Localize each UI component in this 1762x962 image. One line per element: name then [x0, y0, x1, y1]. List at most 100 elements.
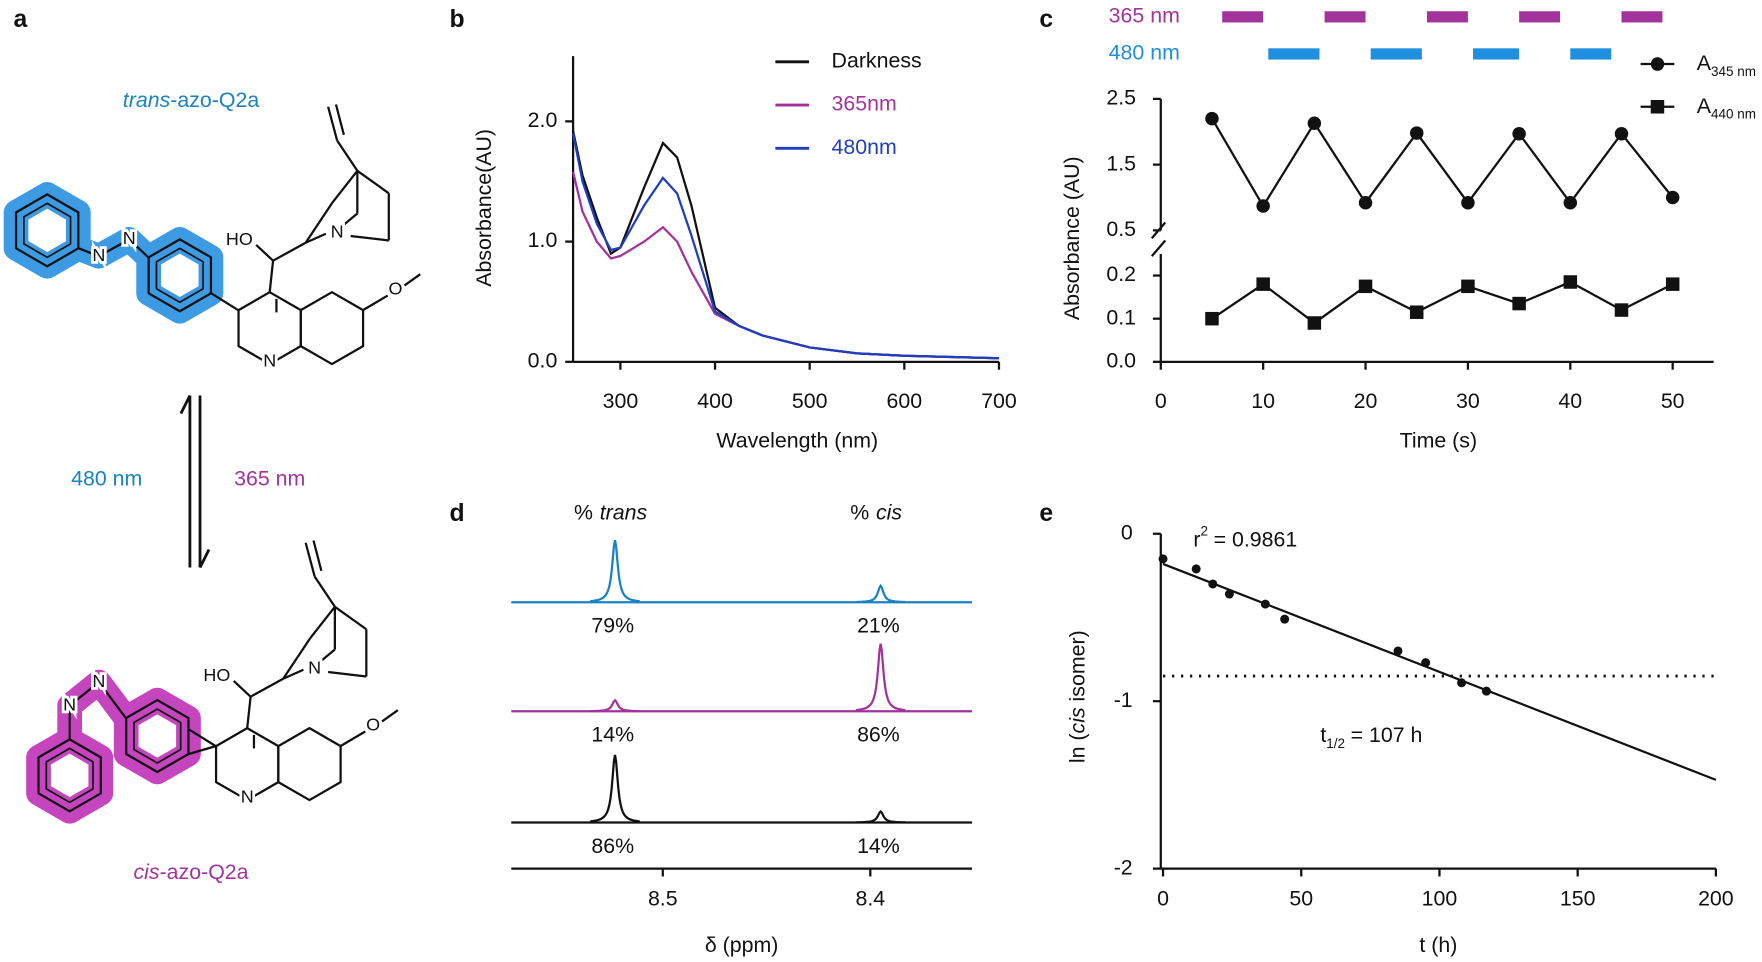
x-tick-label: 10: [1251, 389, 1275, 413]
y-tick-label: 0.0: [1106, 348, 1136, 372]
series-line: [1211, 280, 1674, 325]
annotation-base: t: [1320, 723, 1326, 747]
bond: [334, 104, 345, 136]
data-point: [1158, 554, 1168, 564]
data-point: [1205, 111, 1219, 126]
bond: [320, 648, 336, 662]
annotation: t1/2 = 107 h: [1320, 723, 1422, 751]
peak-header: % trans: [574, 500, 648, 524]
bond: [327, 670, 367, 678]
bond: [313, 575, 336, 608]
data-point: [1421, 658, 1431, 668]
bond: [331, 170, 359, 203]
atom-label: O: [366, 715, 380, 735]
ring: [125, 698, 190, 774]
annotation-text: = 107 h: [1351, 723, 1423, 747]
molecule-label: cis-azo-Q2a: [133, 860, 248, 884]
data-point: [1307, 316, 1322, 330]
legend-label: A345 nm: [1697, 51, 1756, 79]
data-point: [1665, 277, 1680, 291]
y-tick-label: 1.5: [1106, 151, 1136, 175]
illumination-bar: [1222, 11, 1264, 23]
data-point: [1358, 279, 1373, 294]
molecule-label-rest: -azo-Q2a: [160, 860, 249, 884]
data-point: [1563, 275, 1578, 289]
data-point: [1256, 199, 1270, 213]
atom-label: HO: [226, 229, 253, 249]
y-tick-label: 0.1: [1106, 305, 1136, 329]
y-tick-label: 2.0: [528, 108, 558, 132]
x-axis-label: δ (ppm): [705, 933, 779, 957]
bond: [350, 234, 389, 242]
atom-label: N: [241, 787, 254, 807]
x-tick-label: 40: [1558, 389, 1582, 413]
nmr-peak: [855, 643, 906, 712]
wavelength-label: 480 nm: [71, 466, 142, 490]
atom-label: N: [123, 228, 136, 248]
molecule-label-italic: trans: [123, 88, 171, 112]
annotation-text: = 0.9861: [1214, 527, 1298, 551]
data-point: [1461, 196, 1475, 210]
data-point: [1280, 614, 1290, 624]
bond: [362, 294, 389, 312]
x-tick-label: 50: [1661, 389, 1685, 413]
bond: [268, 260, 275, 293]
trans-molecule: [210, 104, 421, 366]
panel-label: e: [1039, 500, 1053, 527]
bond: [304, 542, 316, 577]
x-tick-label: 0: [1157, 887, 1169, 911]
value-label: 86%: [857, 723, 900, 747]
y-tick-label: -2: [1114, 855, 1133, 879]
axis-break: [1150, 239, 1167, 257]
ring-inner: [22, 202, 72, 259]
bond: [250, 677, 284, 698]
ring-inner: [133, 708, 182, 764]
illumination-bar: [1370, 48, 1422, 60]
ring-inner: [155, 247, 204, 304]
atom-label: N: [331, 221, 344, 241]
arrow-head: [198, 548, 211, 569]
data-point: [1224, 589, 1234, 599]
x-tick-label: 100: [1422, 887, 1458, 911]
x-tick-label: 400: [697, 389, 733, 413]
x-tick-label: 300: [603, 389, 639, 413]
illumination-bar: [1268, 48, 1320, 60]
nmr-peak: [590, 754, 640, 823]
data-point: [1358, 196, 1373, 210]
atom-label: N: [92, 245, 105, 265]
azo-bond: [78, 237, 150, 259]
legend-label: 365nm: [832, 92, 897, 116]
spectrum-line: [571, 133, 999, 360]
peak-header-prefix: %: [574, 500, 593, 524]
ring: [14, 193, 80, 268]
bond: [403, 273, 421, 287]
fit-line: [1162, 562, 1717, 781]
value-label: 86%: [591, 834, 634, 858]
cis-molecule: [188, 540, 399, 802]
bond: [282, 668, 304, 680]
y-tick-label: 0.0: [528, 348, 558, 372]
y-tick-label: -1: [1114, 688, 1133, 712]
nmr-peak: [590, 539, 640, 603]
molecule-label-italic: cis: [133, 860, 159, 884]
ring: [299, 291, 365, 366]
annotation: r2 = 0.9861: [1193, 523, 1297, 551]
ring: [147, 238, 213, 313]
highlight: [3, 182, 224, 324]
bond: [272, 241, 307, 262]
x-tick-label: 600: [887, 389, 923, 413]
data-point: [1409, 305, 1424, 319]
data-point: [1208, 579, 1218, 589]
molecule-label-rest: -azo-Q2a: [170, 88, 259, 112]
series-line: [1211, 117, 1674, 209]
legend-label: 480nm: [832, 135, 897, 159]
y-tick-label: 0: [1121, 520, 1133, 544]
atom-label: N: [92, 671, 105, 691]
y-axis-label: Absorbance (AU): [1060, 156, 1084, 320]
x-axis-label: t (h): [1419, 933, 1457, 957]
illumination-bar: [1324, 11, 1366, 23]
atom-label: HO: [203, 665, 230, 685]
bond: [232, 680, 252, 698]
value-label: 79%: [591, 614, 634, 638]
data-point: [1563, 196, 1578, 210]
